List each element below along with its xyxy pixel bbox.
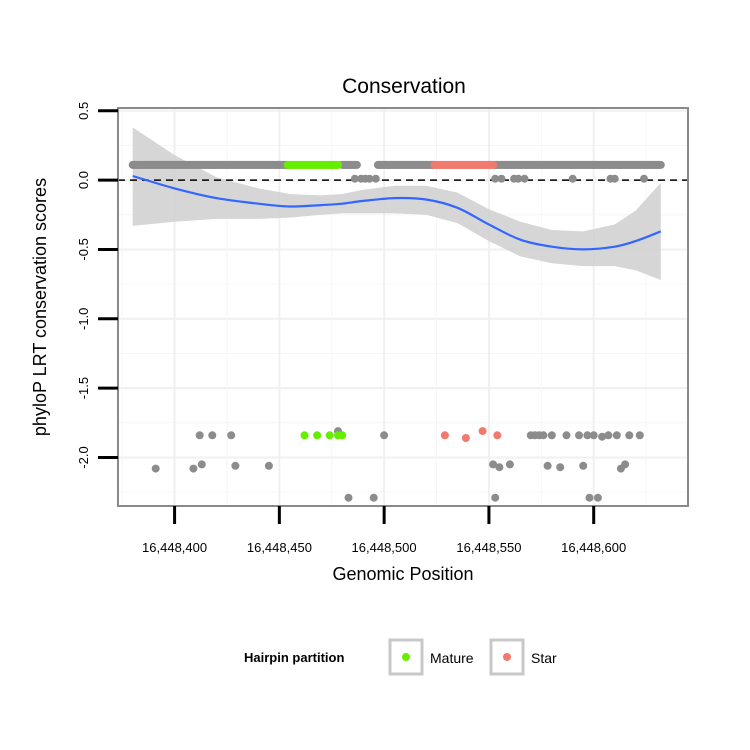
band-point-other <box>352 160 361 169</box>
data-point-other <box>575 431 583 440</box>
legend-dot-mature <box>402 653 410 661</box>
data-point-other <box>151 464 160 473</box>
data-point-other <box>197 460 206 469</box>
data-point-other <box>497 174 506 183</box>
x-tick-label: 16,448,400 <box>142 540 207 555</box>
smooth-line <box>132 174 662 251</box>
data-point-other <box>598 432 607 441</box>
data-point-star <box>461 434 470 442</box>
data-point-other <box>514 174 523 183</box>
data-point-other <box>610 174 619 183</box>
legend-title: Hairpin partition <box>244 650 344 665</box>
points-layer <box>151 174 648 502</box>
data-point-other <box>585 493 594 502</box>
data-point-other <box>604 431 613 440</box>
chart-title: Conservation <box>342 75 466 98</box>
data-point-other <box>556 463 565 472</box>
data-point-mature <box>313 431 322 440</box>
data-point-other <box>621 460 630 469</box>
legend: Hairpin partition Mature Star <box>244 638 557 676</box>
legend-dot-star <box>503 653 511 661</box>
data-point-other <box>369 493 378 502</box>
plot-panel-border <box>117 107 689 507</box>
grid <box>118 108 688 506</box>
data-point-other <box>625 431 634 440</box>
legend-label-mature: Mature <box>430 650 474 666</box>
x-tick-label: 16,448,500 <box>352 540 417 555</box>
band-point-star <box>489 160 498 169</box>
band-point-other <box>656 160 665 169</box>
data-point-other <box>491 493 500 502</box>
confidence-band-layer <box>132 127 661 281</box>
x-axis-title: Genomic Position <box>332 564 473 584</box>
data-point-other <box>543 461 552 470</box>
data-point-star <box>478 427 487 436</box>
y-tick-label: -2.0 <box>76 446 91 468</box>
data-point-other <box>227 431 236 440</box>
data-point-other <box>505 460 514 469</box>
data-point-other <box>264 461 273 470</box>
data-point-other <box>568 174 577 183</box>
data-point-other <box>640 174 648 183</box>
legend-label-star: Star <box>531 650 557 666</box>
x-tick-label: 16,448,550 <box>456 540 521 555</box>
y-tick-label: -1.5 <box>76 377 91 399</box>
data-point-other <box>635 431 644 440</box>
data-point-other <box>380 431 389 440</box>
y-tick-label: -0.5 <box>76 238 91 260</box>
data-point-other <box>189 464 198 473</box>
confidence-band <box>132 127 661 281</box>
data-point-star <box>493 431 502 440</box>
x-tick-label: 16,448,600 <box>561 540 626 555</box>
smooth-line-layer <box>132 174 662 251</box>
data-point-other <box>491 174 500 183</box>
axes: 0.5 0.0 -0.5 -1.0 -1.5 -2.0 16,448,400 16,448,4… <box>76 102 626 555</box>
data-point-star <box>440 431 449 440</box>
y-axis-title: phyloP LRT conservation scores <box>30 178 50 436</box>
data-point-other <box>593 493 602 502</box>
top-band-layer <box>128 160 665 169</box>
data-point-mature <box>325 431 334 440</box>
y-tick-label: 0.5 <box>76 102 91 120</box>
data-point-other <box>612 431 621 440</box>
y-tick-label: -1.0 <box>76 308 91 330</box>
data-point-other <box>495 463 504 472</box>
data-point-other <box>365 174 374 183</box>
data-point-other <box>350 174 359 183</box>
data-point-other <box>579 461 588 470</box>
data-point-other <box>562 431 571 440</box>
data-point-mature <box>300 431 309 440</box>
data-point-other <box>589 431 598 440</box>
y-tick-label: 0.0 <box>76 171 91 189</box>
x-tick-label: 16,448,450 <box>247 540 312 555</box>
data-point-other <box>195 431 204 440</box>
data-point-other <box>231 461 240 470</box>
band-point-mature <box>334 160 342 169</box>
legend-key-star <box>489 638 525 676</box>
data-point-mature <box>338 431 347 440</box>
data-point-other <box>520 174 529 183</box>
data-point-other <box>489 460 498 469</box>
data-point-other <box>583 431 592 440</box>
data-point-other <box>371 174 380 183</box>
data-point-other <box>547 431 556 440</box>
data-point-other <box>208 431 217 440</box>
data-point-other <box>539 431 548 440</box>
data-point-other <box>344 493 353 502</box>
